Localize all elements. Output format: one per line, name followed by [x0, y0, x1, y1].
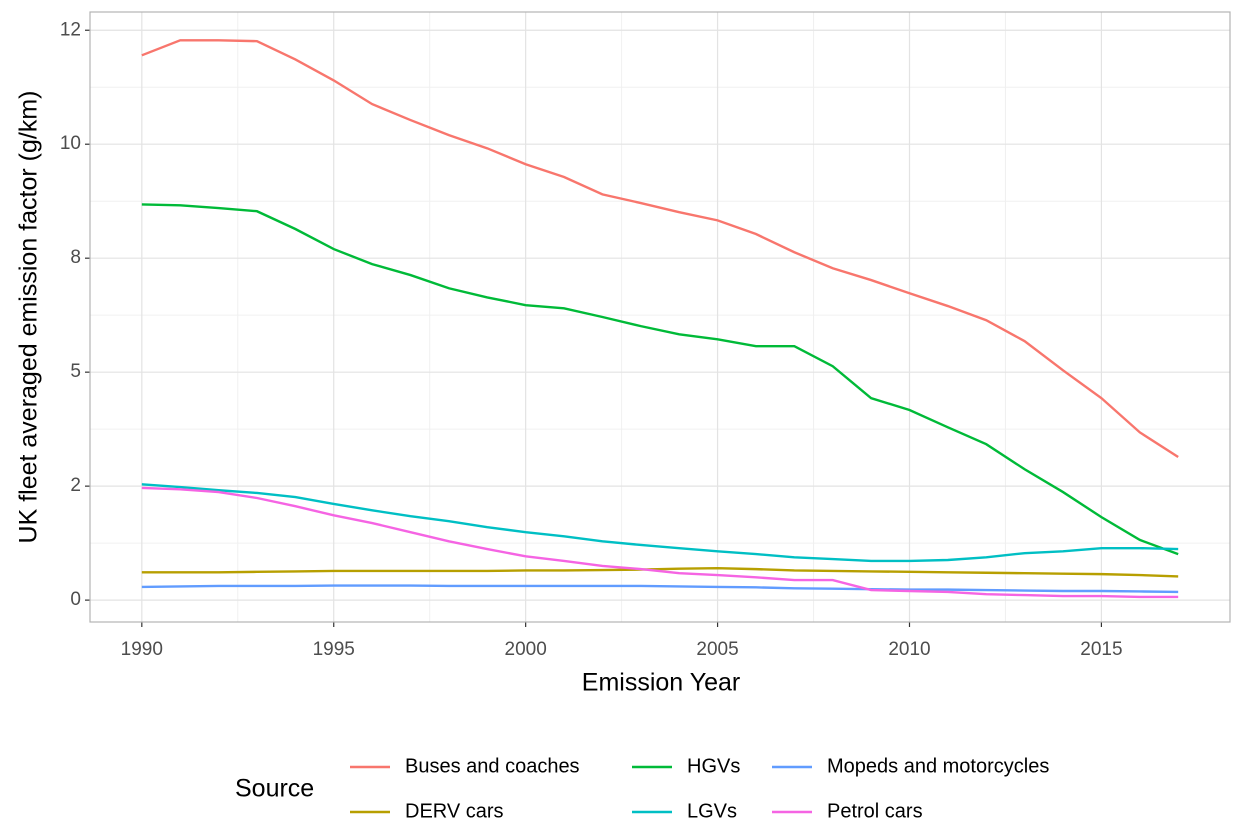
legend-label: Petrol cars — [827, 800, 923, 822]
y-tick-label: 8 — [70, 247, 81, 268]
legend-label: Buses and coaches — [405, 755, 580, 777]
plot-border — [89, 11, 1231, 623]
line — [141, 203, 1179, 556]
y-tick-label: 10 — [60, 133, 81, 154]
line — [141, 39, 1179, 458]
x-tick-label: 2000 — [505, 639, 547, 660]
line — [141, 567, 1179, 578]
y-axis-title: UK fleet averaged emission factor (g/km) — [15, 91, 43, 544]
legend-title: Source — [235, 775, 314, 803]
legend-label: Mopeds and motorcycles — [827, 755, 1049, 777]
legend-label: DERV cars — [405, 800, 504, 822]
x-tick-label: 2015 — [1080, 639, 1122, 660]
line — [141, 584, 1179, 594]
line — [141, 483, 1179, 563]
y-tick-label: 12 — [60, 19, 81, 40]
y-tick-label: 2 — [70, 475, 81, 496]
x-axis-title: Emission Year — [582, 669, 740, 697]
x-tick-label: 2010 — [888, 639, 930, 660]
line — [141, 486, 1179, 599]
legend-label: LGVs — [687, 800, 737, 822]
x-tick-label: 1995 — [313, 639, 355, 660]
x-tick-label: 1990 — [121, 639, 163, 660]
y-tick-label: 0 — [70, 589, 81, 610]
legend-label: HGVs — [687, 755, 740, 777]
x-tick-label: 2005 — [696, 639, 738, 660]
y-tick-label: 5 — [70, 361, 81, 382]
